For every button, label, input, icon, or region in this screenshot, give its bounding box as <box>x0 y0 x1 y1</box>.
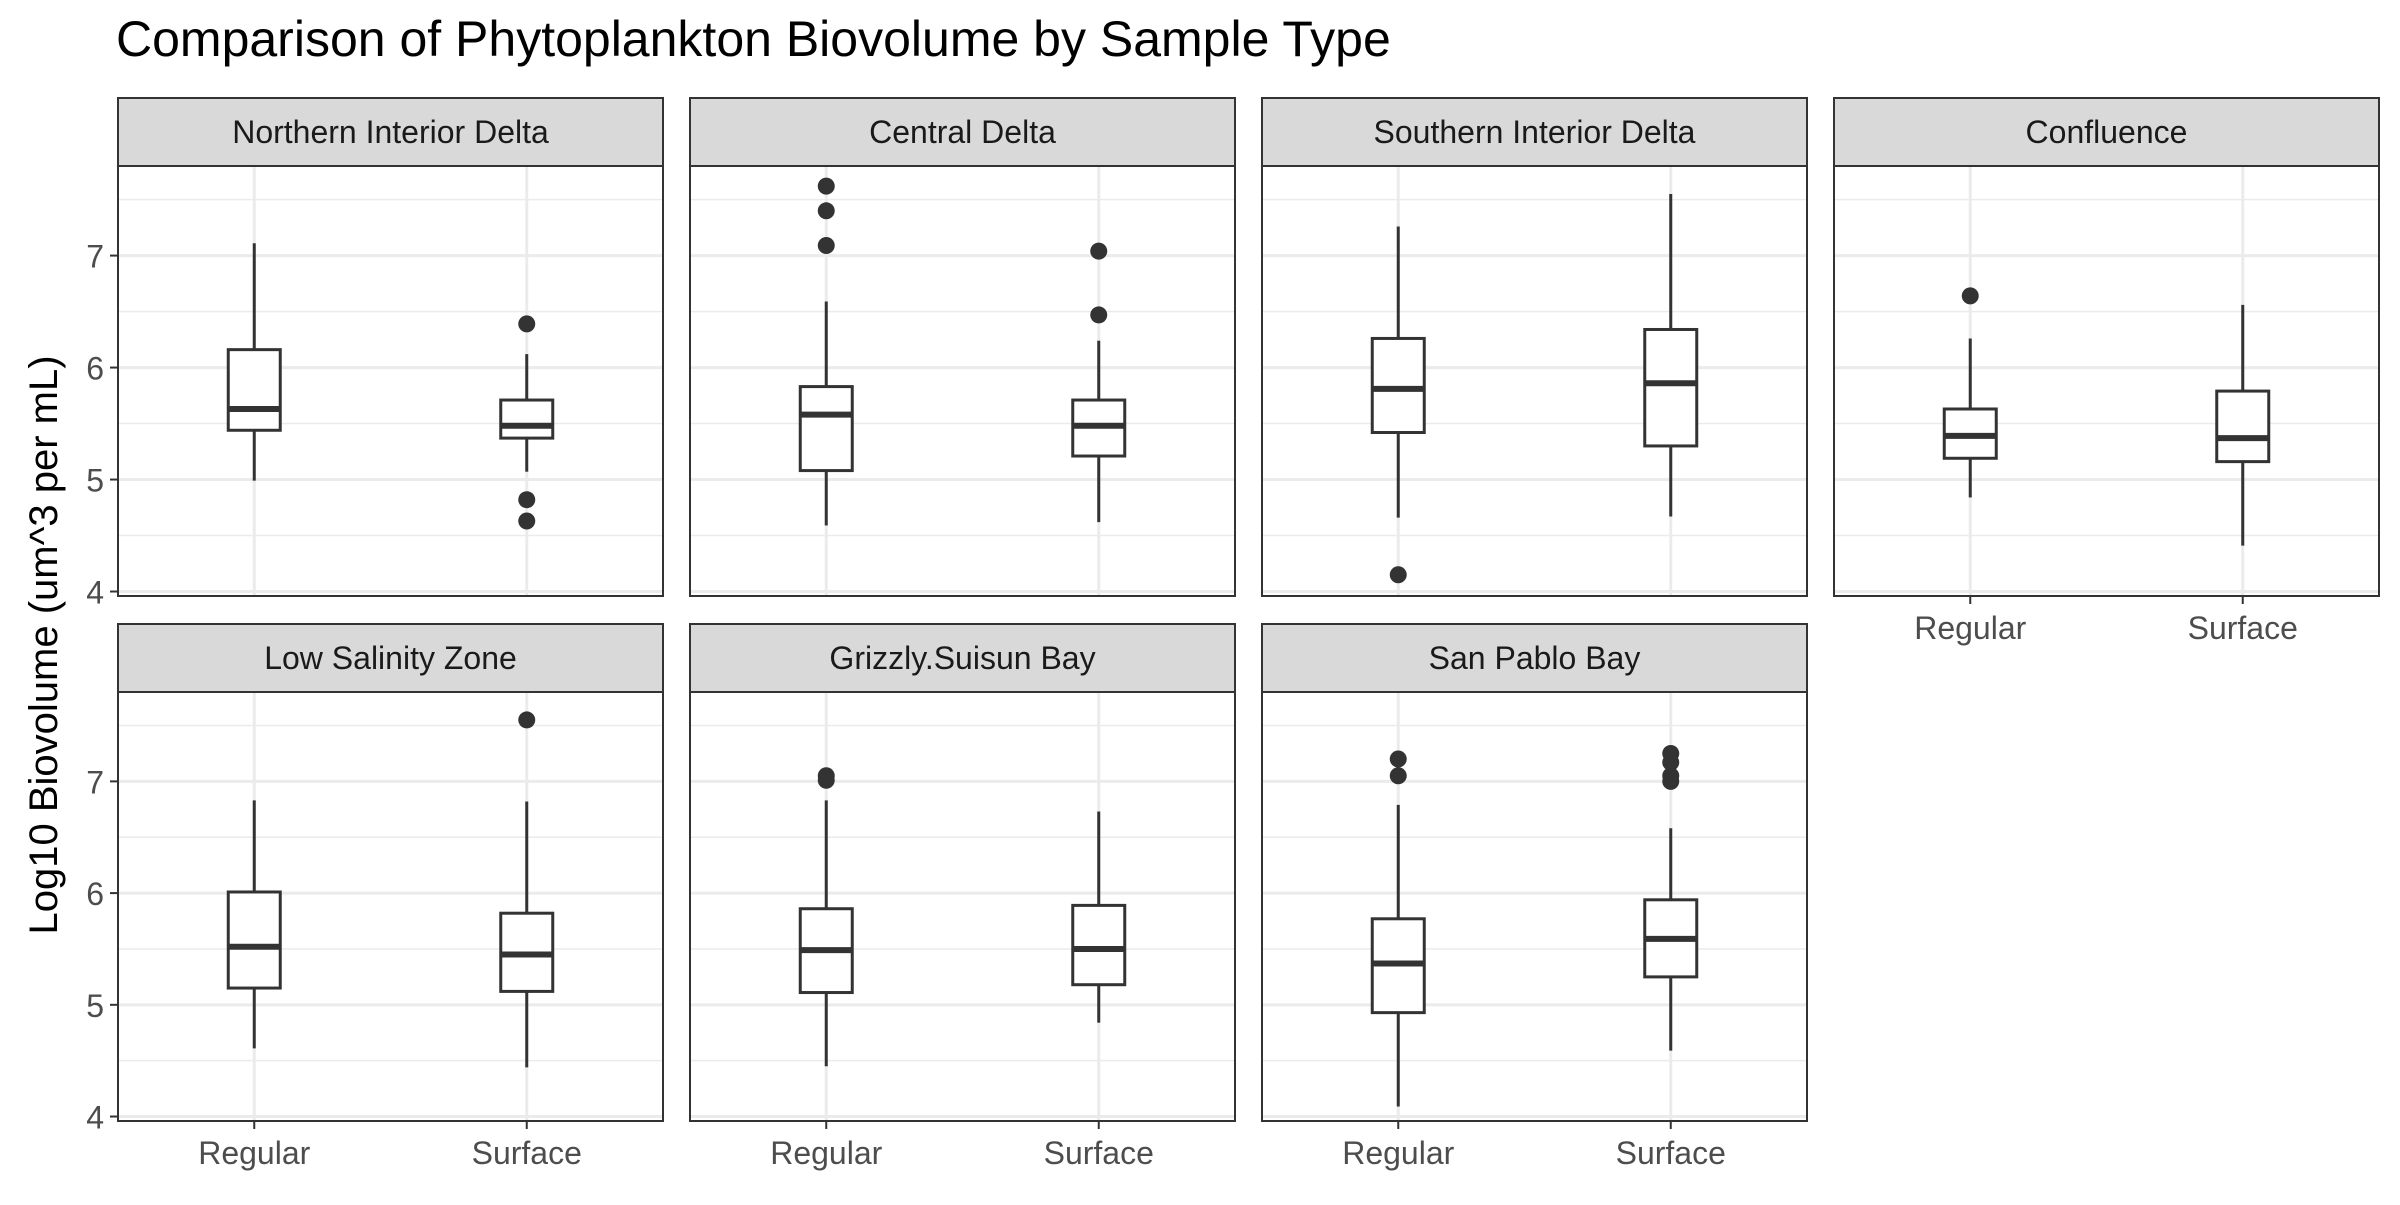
y-tick-label: 5 <box>86 463 104 499</box>
facet-panels: Northern Interior Delta 4 5 6 7 Central Delta… <box>86 97 2380 1171</box>
facet-strip <box>689 623 1236 693</box>
panel-background <box>118 692 663 1121</box>
outlier-point <box>518 512 536 530</box>
outlier-point <box>1389 750 1407 768</box>
outlier-point <box>1090 242 1108 260</box>
facet-strip-label: Southern Interior Delta <box>1374 114 1696 150</box>
outlier-point <box>817 202 835 220</box>
facet-strip <box>117 623 664 693</box>
panel-background <box>1834 166 2379 596</box>
facet-panel: San Pablo Bay Regular Surface <box>1261 623 1808 1171</box>
box-surface <box>499 315 555 530</box>
iqr-box <box>1071 903 1127 987</box>
facet-panel: Low Salinity Zone 4 5 6 7 Regular Surface <box>86 623 664 1171</box>
facet-panel: Northern Interior Delta 4 5 6 7 <box>86 97 664 611</box>
facet-strip-label: Low Salinity Zone <box>264 640 517 676</box>
facet-strip <box>689 97 1236 167</box>
panel-background <box>1262 692 1807 1121</box>
x-tick-label: Regular <box>770 1135 882 1171</box>
box-surface <box>1071 242 1127 523</box>
facet-strip <box>1261 623 1808 693</box>
box-regular <box>798 177 854 526</box>
box-surface <box>1643 193 1699 517</box>
box-surface <box>2215 304 2271 546</box>
panel-background <box>690 166 1235 596</box>
panel-border <box>117 691 664 1122</box>
y-tick-label: 6 <box>86 351 104 387</box>
outlier-point <box>817 177 835 195</box>
facet-panel: Grizzly.Suisun Bay Regular Surface <box>689 623 1236 1171</box>
box-surface <box>1071 811 1127 1023</box>
facet-panel: Central Delta <box>689 97 1236 597</box>
box-surface <box>499 711 555 1068</box>
panel-border <box>1261 165 1808 597</box>
facet-strip <box>1833 97 2380 167</box>
facet-strip-label: Grizzly.Suisun Bay <box>829 640 1095 676</box>
facet-strip <box>117 97 664 167</box>
chart-title: Comparison of Phytoplankton Biovolume by… <box>116 11 1391 67</box>
y-tick-label: 7 <box>86 239 104 275</box>
panel-border <box>1833 165 2380 597</box>
facet-strip-label: San Pablo Bay <box>1429 640 1641 676</box>
box-regular <box>1942 287 1998 498</box>
outlier-point <box>1389 566 1407 584</box>
y-tick-label: 7 <box>86 764 104 800</box>
outlier-point <box>1090 306 1108 324</box>
outlier-point <box>518 315 536 333</box>
y-tick-label: 4 <box>86 1100 104 1136</box>
box-regular <box>226 243 282 481</box>
panel-border <box>689 165 1236 597</box>
x-tick-label: Regular <box>1342 1135 1454 1171</box>
facet-strip-label: Confluence <box>2026 114 2188 150</box>
outlier-point <box>1961 287 1979 305</box>
outlier-point <box>817 237 835 255</box>
x-tick-label: Regular <box>198 1135 310 1171</box>
panel-border <box>689 691 1236 1122</box>
x-tick-label: Surface <box>2188 610 2298 646</box>
outlier-point <box>1662 772 1680 790</box>
box-regular <box>1370 226 1426 584</box>
outlier-point <box>518 491 536 509</box>
x-tick-label: Regular <box>1914 610 2026 646</box>
y-tick-label: 4 <box>86 575 104 611</box>
y-tick-label: 5 <box>86 988 104 1024</box>
iqr-box <box>1643 327 1699 448</box>
iqr-box <box>798 385 854 473</box>
facet-strip-label: Northern Interior Delta <box>232 114 549 150</box>
x-tick-label: Surface <box>1044 1135 1154 1171</box>
outlier-point <box>518 711 536 729</box>
box-regular <box>1370 750 1426 1107</box>
box-regular <box>226 800 282 1049</box>
outlier-point <box>1389 767 1407 785</box>
y-axis-label: Log10 Biovolume (um^3 per mL) <box>22 355 66 934</box>
iqr-box <box>226 348 282 432</box>
x-tick-label: Surface <box>472 1135 582 1171</box>
facet-strip-label: Central Delta <box>869 114 1056 150</box>
box-surface <box>1643 744 1699 1051</box>
outlier-point <box>1662 753 1680 771</box>
y-tick-label: 6 <box>86 876 104 912</box>
box-regular <box>798 767 854 1067</box>
iqr-box <box>1370 336 1426 435</box>
panel-border <box>117 165 664 597</box>
panel-background <box>118 166 663 596</box>
iqr-box <box>499 398 555 440</box>
panel-background <box>690 692 1235 1121</box>
outlier-point <box>817 771 835 789</box>
facet-strip <box>1261 97 1808 167</box>
iqr-box <box>226 890 282 990</box>
x-tick-label: Surface <box>1616 1135 1726 1171</box>
panel-background <box>1262 166 1807 596</box>
panel-border <box>1261 691 1808 1122</box>
facet-panel: Confluence Regular Surface <box>1833 97 2380 646</box>
iqr-box <box>2215 389 2271 464</box>
facet-panel: Southern Interior Delta <box>1261 97 1808 597</box>
